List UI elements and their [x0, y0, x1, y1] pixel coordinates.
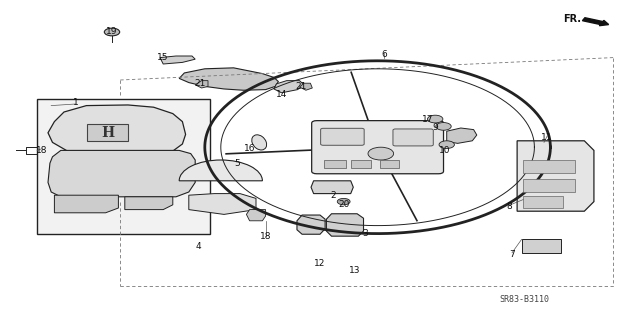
Circle shape: [428, 115, 443, 123]
Text: 8: 8: [506, 202, 511, 211]
FancyBboxPatch shape: [321, 128, 364, 145]
Polygon shape: [179, 68, 278, 90]
Text: 19: 19: [106, 28, 118, 36]
FancyBboxPatch shape: [523, 160, 575, 173]
Text: 2: 2: [330, 191, 335, 200]
Text: 18: 18: [260, 232, 271, 241]
Text: 12: 12: [314, 260, 326, 268]
Polygon shape: [48, 105, 186, 160]
Polygon shape: [311, 181, 353, 194]
Circle shape: [337, 198, 350, 205]
Polygon shape: [517, 141, 594, 211]
FancyBboxPatch shape: [324, 160, 346, 168]
FancyArrow shape: [582, 18, 609, 26]
Text: 21: 21: [194, 79, 205, 88]
Text: FR.: FR.: [563, 14, 581, 24]
Circle shape: [436, 123, 451, 130]
Polygon shape: [300, 83, 312, 90]
Text: 14: 14: [276, 90, 287, 99]
Polygon shape: [195, 81, 208, 88]
FancyBboxPatch shape: [37, 99, 210, 234]
Circle shape: [104, 28, 120, 36]
Polygon shape: [326, 214, 364, 236]
Polygon shape: [54, 195, 118, 213]
Text: 3: 3: [362, 229, 367, 238]
FancyBboxPatch shape: [312, 121, 444, 174]
Polygon shape: [297, 215, 325, 234]
Text: 5: 5: [234, 159, 239, 168]
Polygon shape: [246, 210, 266, 221]
FancyBboxPatch shape: [523, 196, 563, 208]
Text: 21: 21: [295, 82, 307, 91]
Wedge shape: [179, 160, 262, 181]
Text: 17: 17: [422, 116, 433, 124]
Text: 16: 16: [244, 144, 255, 153]
FancyBboxPatch shape: [393, 129, 433, 146]
Circle shape: [439, 141, 454, 148]
Text: 4: 4: [196, 242, 201, 251]
Text: 20: 20: [338, 200, 349, 209]
Polygon shape: [274, 81, 304, 93]
Polygon shape: [125, 197, 173, 210]
Text: 10: 10: [439, 146, 451, 155]
Circle shape: [368, 147, 394, 160]
Text: 7: 7: [509, 250, 515, 259]
Polygon shape: [447, 128, 477, 143]
Text: 9: 9: [433, 124, 438, 132]
FancyBboxPatch shape: [523, 179, 575, 192]
Text: H: H: [101, 126, 114, 140]
Text: 13: 13: [349, 266, 361, 275]
FancyBboxPatch shape: [380, 160, 399, 168]
Text: 6: 6: [381, 50, 387, 59]
Text: 15: 15: [157, 53, 169, 62]
Polygon shape: [48, 150, 195, 197]
Text: SR83-B3110: SR83-B3110: [500, 295, 550, 304]
Text: 18: 18: [36, 146, 47, 155]
Ellipse shape: [252, 135, 267, 150]
Text: 1: 1: [73, 98, 78, 107]
FancyBboxPatch shape: [87, 124, 128, 141]
Polygon shape: [189, 194, 256, 214]
Polygon shape: [160, 56, 195, 64]
Text: 11: 11: [541, 133, 553, 142]
FancyBboxPatch shape: [351, 160, 371, 168]
Polygon shape: [522, 239, 561, 253]
